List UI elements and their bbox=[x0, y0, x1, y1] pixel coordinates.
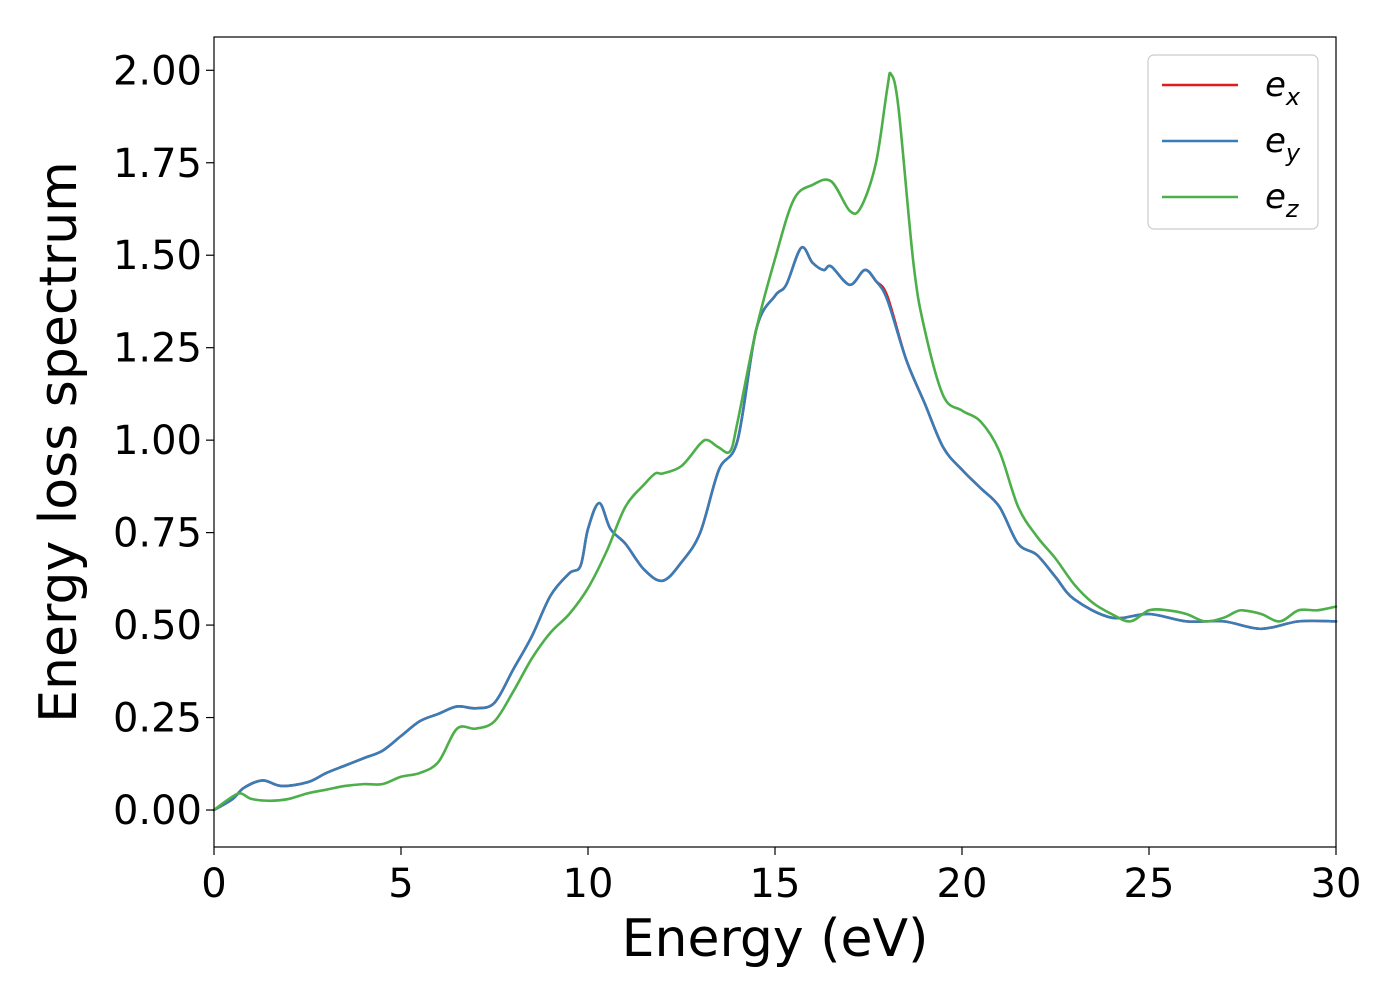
x-axis-title: Energy (eV) bbox=[622, 909, 929, 969]
x-tick-label: 0 bbox=[201, 861, 226, 907]
y-tick-label: 1.00 bbox=[113, 418, 202, 464]
x-tick-label: 30 bbox=[1311, 861, 1362, 907]
y-axis-title: Energy loss spectrum bbox=[29, 161, 89, 723]
y-tick-label: 0.25 bbox=[113, 696, 202, 742]
x-tick-label: 10 bbox=[563, 861, 614, 907]
y-axis: 0.00 0.25 0.50 0.75 1.00 1.25 1.50 1.75 2.00 bbox=[113, 48, 214, 834]
x-tick-label: 20 bbox=[937, 861, 988, 907]
x-tick-label: 15 bbox=[750, 861, 801, 907]
x-tick-label: 25 bbox=[1124, 861, 1175, 907]
legend-subscript-y: y bbox=[1285, 139, 1301, 167]
series-layer bbox=[212, 71, 1338, 812]
series-line-z bbox=[212, 71, 1338, 812]
x-tick-label: 5 bbox=[388, 861, 413, 907]
series-line-y bbox=[212, 245, 1338, 812]
y-tick-label: 0.50 bbox=[113, 603, 202, 649]
y-tick-label: 2.00 bbox=[113, 48, 202, 94]
legend-subscript-x: x bbox=[1285, 83, 1301, 111]
legend-subscript-z: z bbox=[1285, 195, 1300, 223]
y-tick-label: 1.50 bbox=[113, 233, 202, 279]
x-axis: 0 5 10 15 20 25 30 bbox=[201, 847, 1361, 907]
y-tick-label: 0.75 bbox=[113, 511, 202, 557]
y-tick-label: 1.25 bbox=[113, 326, 202, 372]
y-tick-label: 1.75 bbox=[113, 141, 202, 187]
y-tick-label: 0.00 bbox=[113, 788, 202, 834]
